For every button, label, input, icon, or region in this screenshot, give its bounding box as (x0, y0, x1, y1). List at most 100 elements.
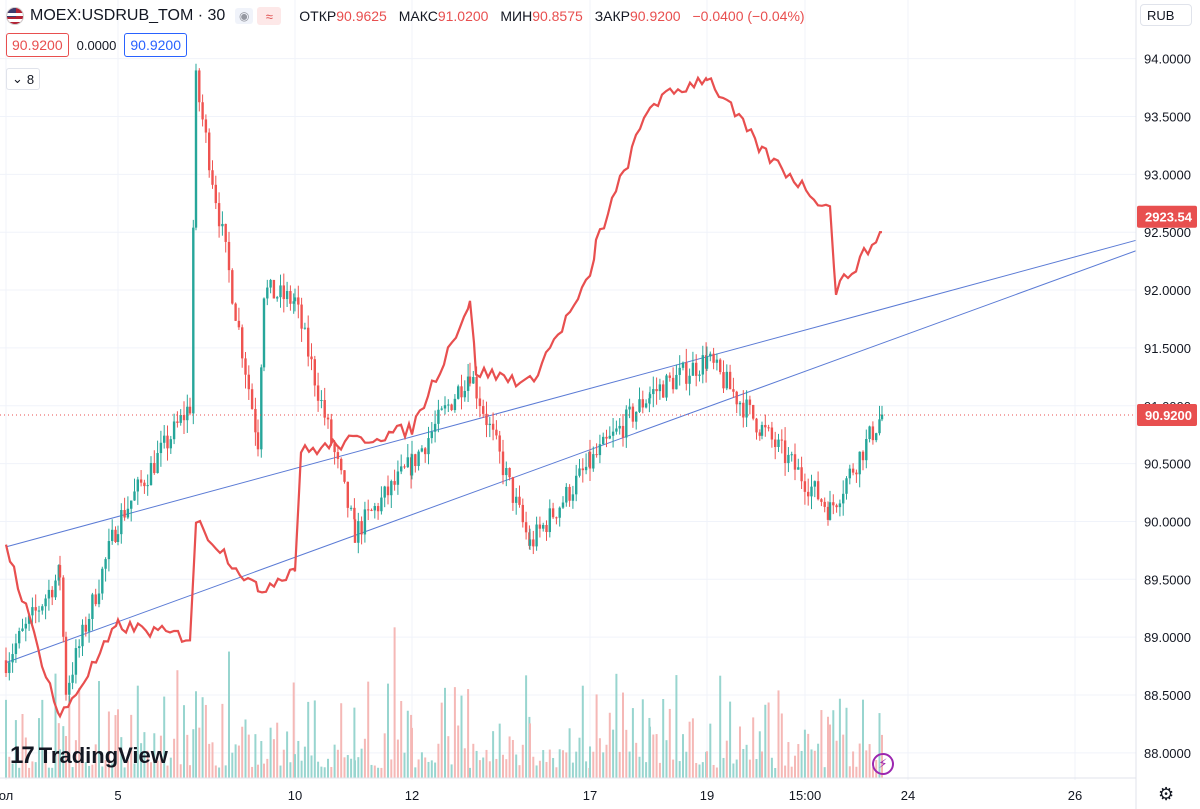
volume-bar (460, 695, 463, 778)
candle-body (159, 442, 163, 454)
indicators-toggle[interactable]: ⌄ 8 (6, 68, 41, 90)
volume-bar (729, 701, 732, 778)
candle-body (307, 327, 310, 357)
candle-body (826, 506, 830, 520)
candle-body (58, 565, 62, 578)
volume-bar (21, 714, 24, 778)
compare-wave-icon[interactable]: ≈ (257, 7, 282, 25)
volume-bar (658, 762, 661, 778)
indicators-count: 8 (26, 71, 35, 87)
candle-body (163, 435, 166, 443)
volume-bar (615, 673, 618, 778)
volume-bar (552, 757, 555, 778)
volume-bar (625, 729, 628, 778)
currency-selector[interactable]: RUB (1140, 4, 1192, 26)
volume-bar (159, 735, 162, 778)
tradingview-wordmark: TradingView (38, 743, 168, 768)
candle-body (571, 494, 575, 501)
candle-body (685, 362, 688, 384)
candle-body (8, 662, 11, 674)
volume-bar (482, 757, 485, 778)
spread-value: 0.0000 (76, 37, 117, 53)
candle-body (153, 462, 156, 474)
volume-bar (350, 758, 353, 778)
candle-body (635, 411, 638, 422)
candle-body (156, 453, 159, 474)
candle-body (169, 439, 172, 449)
candlestick-series (4, 63, 884, 704)
volume-bar (51, 767, 54, 778)
candle-body (217, 203, 221, 227)
candle-body (695, 362, 698, 376)
volume-bar (363, 738, 366, 778)
candle-body (678, 367, 681, 375)
candle-body (234, 303, 237, 321)
time-scale[interactable]: ол 5 10 12 17 19 15:00 24 26 (0, 777, 1136, 803)
candle-body (868, 426, 871, 439)
volume-bar (525, 675, 528, 778)
volume-bar (263, 763, 265, 778)
volume-bar (179, 764, 182, 778)
volume-bar (618, 751, 621, 778)
candle-body (21, 628, 24, 632)
buy-price-button[interactable]: 90.9200 (124, 33, 187, 57)
volume-bar (457, 725, 460, 778)
volume-bar (74, 740, 77, 778)
volume-bar (862, 699, 864, 778)
volume-bar (437, 743, 440, 778)
volume-bar (286, 731, 289, 778)
candle-body (430, 431, 433, 439)
eye-icon[interactable]: ◉ (235, 8, 254, 24)
candle-body (54, 580, 57, 598)
volume-bar (307, 701, 310, 778)
candle-body (18, 631, 21, 644)
candle-body (227, 241, 231, 271)
candle-body (611, 431, 615, 436)
tradingview-logo[interactable]: 17 TradingView (10, 742, 168, 770)
us-flag-icon (6, 7, 24, 25)
volume-bar (535, 765, 538, 778)
candle-body (758, 432, 761, 436)
candle-body (742, 402, 745, 418)
price-scale[interactable]: 94.0000 93.5000 93.0000 92.5000 92.0000 91.50… (1135, 0, 1197, 809)
volume-bar (770, 757, 773, 778)
candle-body (538, 524, 542, 529)
candle-body (652, 389, 655, 395)
candle-body (208, 132, 211, 171)
volume-bar (868, 744, 871, 778)
volume-bar (14, 720, 17, 778)
candle-body (440, 408, 443, 410)
candle-body (475, 376, 478, 399)
gear-icon[interactable]: ⚙ (1158, 784, 1175, 804)
candle-body (320, 400, 323, 402)
volume-bar (803, 729, 806, 778)
candle-body (104, 559, 107, 569)
volume-bar (81, 753, 84, 778)
candle-body (107, 541, 111, 560)
candle-body (545, 524, 548, 533)
sell-price-button[interactable]: 90.9200 (6, 33, 69, 57)
candle-body (143, 482, 146, 487)
candle-body (116, 534, 120, 542)
trendlines[interactable] (5, 239, 1137, 664)
volume-bar (393, 627, 396, 778)
volume-bar (858, 743, 861, 778)
candle-body (406, 457, 409, 468)
candle-body (47, 589, 51, 599)
candle-body (810, 486, 813, 497)
candle-body (41, 606, 44, 611)
candle-body (511, 477, 515, 503)
symbol-title[interactable]: MOEX:USDRUB_TOM · 30 (30, 7, 226, 24)
volume-bar (114, 715, 117, 778)
volume-bar (346, 755, 349, 778)
candle-body (764, 424, 767, 428)
candle-body (615, 428, 618, 432)
lightning-icon[interactable]: ⚡ (872, 753, 894, 775)
volume-bar (605, 744, 608, 778)
candle-body (231, 270, 234, 304)
volume-bar (878, 713, 881, 778)
volume-bar (701, 762, 704, 778)
volume-bar (68, 695, 71, 778)
candle-body (282, 285, 285, 300)
